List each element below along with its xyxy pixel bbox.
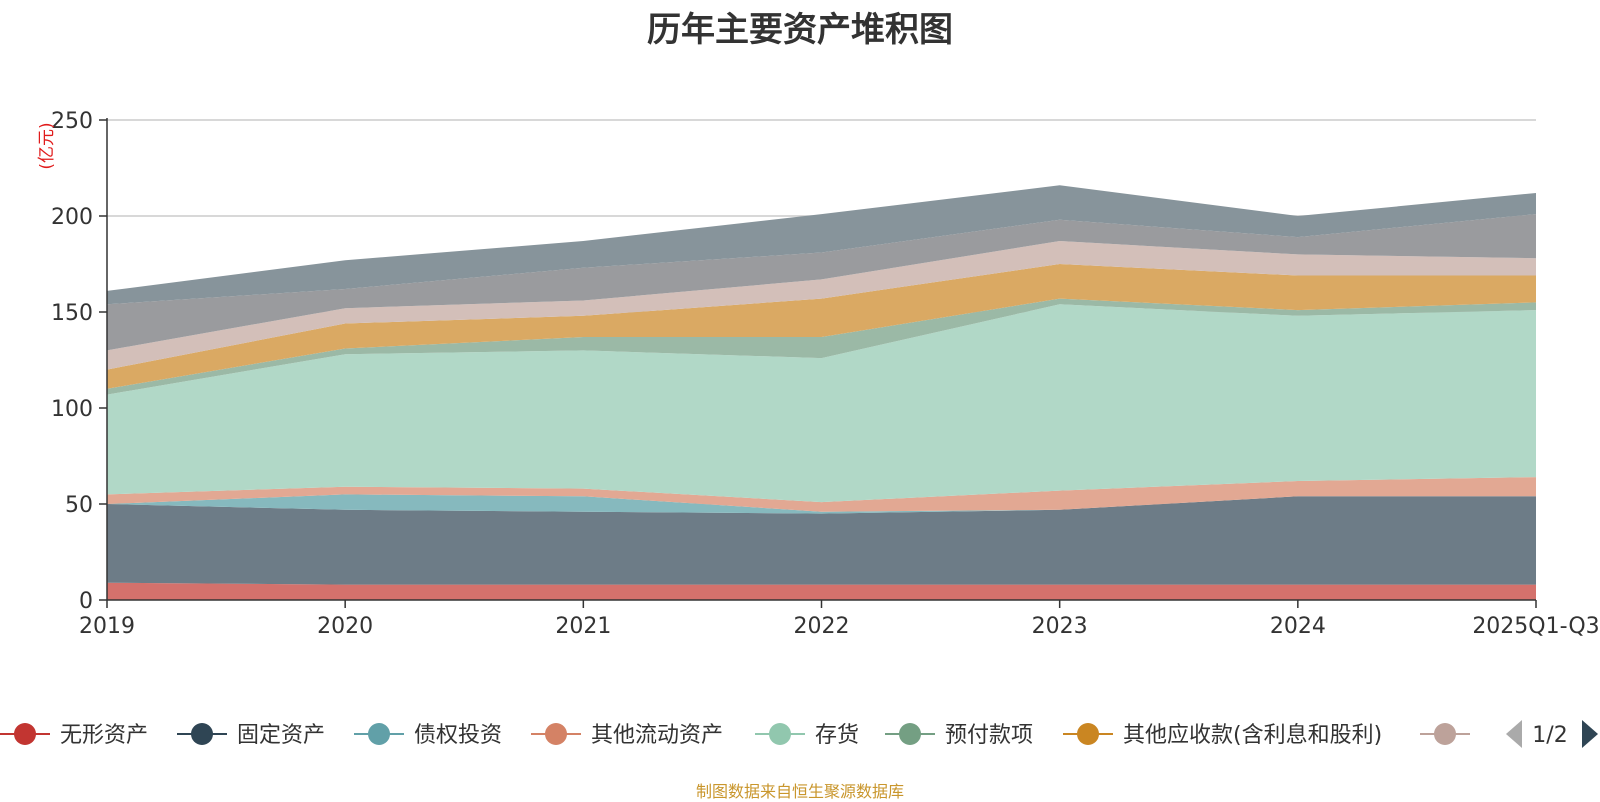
legend-label: 固定资产 [237, 723, 325, 748]
legend-label: 存货 [815, 723, 859, 748]
y-tick-label: 50 [65, 493, 93, 518]
legend-label: 预付款项 [945, 723, 1033, 748]
area-series-6[interactable] [107, 264, 1536, 389]
legend-marker [1434, 723, 1456, 745]
legend-item[interactable] [1420, 723, 1470, 745]
x-tick-label: 2022 [794, 614, 850, 639]
legend-marker [1077, 723, 1099, 745]
area-series-4[interactable] [107, 304, 1536, 503]
x-tick-label: 2021 [555, 614, 611, 639]
legend-prev-icon[interactable] [1506, 720, 1522, 748]
legend-label: 其他应收款(含利息和股利) [1123, 723, 1382, 748]
x-tick-label: 2019 [79, 614, 135, 639]
legend-next-icon[interactable] [1582, 720, 1598, 748]
area-layer [107, 185, 1536, 600]
y-axis-unit: (亿元) [37, 122, 57, 169]
legend-marker [191, 723, 213, 745]
chart-title: 历年主要资产堆积图 [647, 10, 953, 50]
legend-item[interactable]: 其他应收款(含利息和股利) [1063, 723, 1382, 748]
legend-item[interactable]: 债权投资 [354, 723, 502, 748]
area-series-1[interactable] [107, 496, 1536, 585]
axis-layer: 0 50 100 150 200 250 2019 2020 2021 2022 2023 2024 2… [37, 109, 1600, 639]
y-tick-label: 150 [51, 301, 93, 326]
legend-item[interactable]: 其他流动资产 [531, 723, 723, 748]
legend-marker [769, 723, 791, 745]
legend-layer: 无形资产 固定资产 债权投资 其他流动资产 存货 预付款项 其他应收款(含利息和股利) 1/2 [0, 720, 1598, 748]
area-series-2[interactable] [107, 494, 1536, 514]
legend-page-indicator: 1/2 [1532, 723, 1567, 748]
legend-label: 无形资产 [60, 723, 148, 748]
area-series-0[interactable] [107, 582, 1536, 600]
legend-item[interactable]: 预付款项 [885, 723, 1033, 748]
legend-marker [14, 723, 36, 745]
legend-item[interactable]: 固定资产 [177, 723, 325, 748]
x-tick-label: 2024 [1270, 614, 1326, 639]
legend-item[interactable]: 存货 [755, 723, 859, 748]
source-note: 制图数据来自恒生聚源数据库 [695, 782, 904, 801]
legend-label: 债权投资 [414, 723, 502, 748]
y-tick-label: 250 [51, 109, 93, 134]
x-tick-label: 2020 [317, 614, 373, 639]
y-tick-label: 100 [51, 397, 93, 422]
x-tick-label: 2023 [1032, 614, 1088, 639]
area-series-5[interactable] [107, 298, 1536, 395]
legend-marker [899, 723, 921, 745]
y-tick-label: 0 [79, 589, 93, 614]
area-series-9[interactable] [107, 185, 1536, 305]
y-tick-label: 200 [51, 205, 93, 230]
legend-item[interactable]: 无形资产 [0, 723, 148, 748]
area-series-3[interactable] [107, 477, 1536, 512]
legend-marker [545, 723, 567, 745]
legend-marker [368, 723, 390, 745]
legend-label: 其他流动资产 [591, 723, 723, 748]
x-tick-label: 2025Q1-Q3 [1472, 614, 1599, 639]
